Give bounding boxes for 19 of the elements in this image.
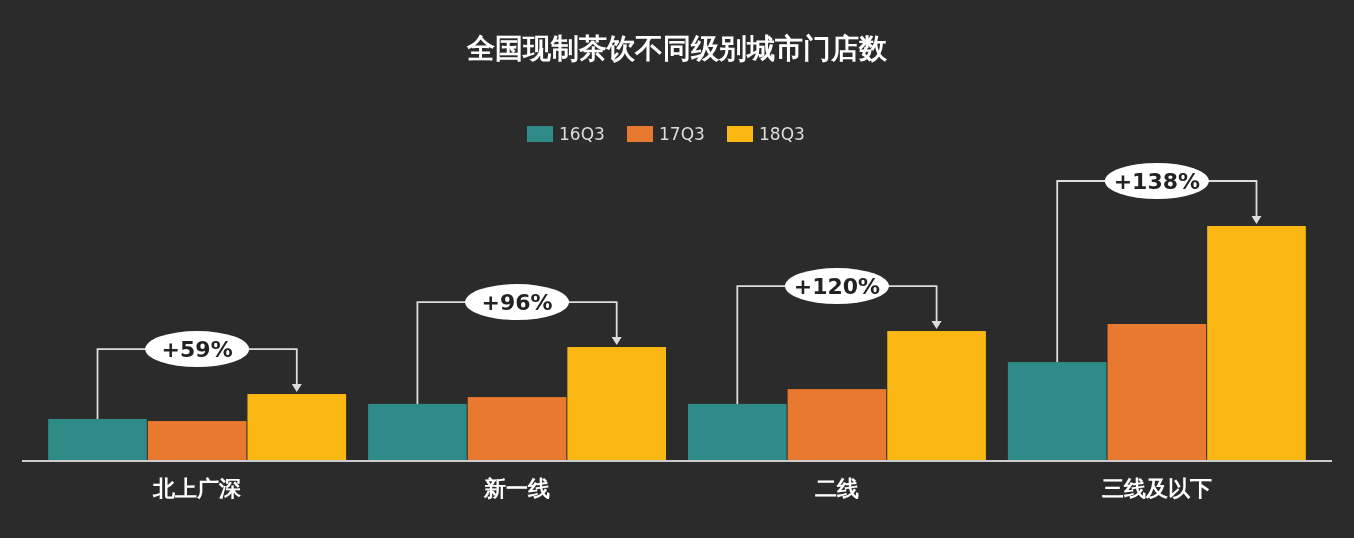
x-tick-label: 二线 bbox=[814, 476, 859, 501]
bar bbox=[787, 389, 887, 461]
annotation: +96% bbox=[481, 290, 553, 316]
legend-label: 18Q3 bbox=[759, 124, 805, 144]
bar bbox=[1007, 362, 1107, 461]
bar bbox=[687, 403, 787, 461]
bar bbox=[467, 397, 567, 461]
bar bbox=[48, 418, 147, 461]
chart-title: 全国现制茶饮不同级别城市门店数 bbox=[466, 32, 888, 65]
annotation: +59% bbox=[161, 337, 233, 363]
x-tick-label: 新一线 bbox=[483, 476, 551, 501]
legend-label: 17Q3 bbox=[659, 124, 705, 144]
bar bbox=[147, 421, 247, 461]
x-tick-label: 北上广深 bbox=[152, 476, 242, 501]
x-tick-label: 三线及以下 bbox=[1101, 476, 1212, 501]
annotation: +120% bbox=[793, 274, 881, 300]
bar bbox=[368, 403, 467, 461]
text: +138% bbox=[1113, 169, 1201, 194]
legend-label: 16Q3 bbox=[559, 124, 605, 144]
